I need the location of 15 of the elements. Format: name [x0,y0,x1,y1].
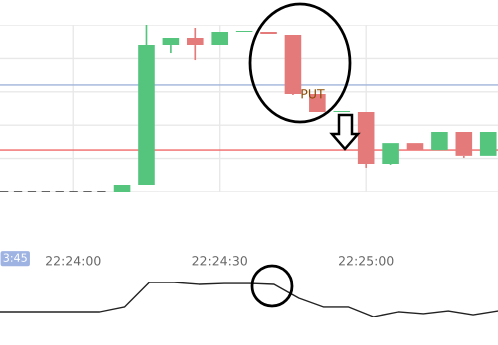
candlestick [162,38,180,54]
candlestick [138,25,155,185]
candlestick [211,32,228,46]
x-tick-label: 22:24:30 [192,256,247,266]
candlestick [431,132,448,150]
candlestick [480,132,497,156]
candlestick [406,143,424,150]
candlestick [284,35,302,96]
text: 3:45 [4,253,27,262]
candlestick [456,132,472,159]
candlestick [114,184,130,192]
x-tick-label: 22:25:00 [339,256,394,266]
x-tick-label: 22:24:00 [46,256,100,266]
annotation: PUT [302,89,325,99]
candlestick [186,27,204,61]
